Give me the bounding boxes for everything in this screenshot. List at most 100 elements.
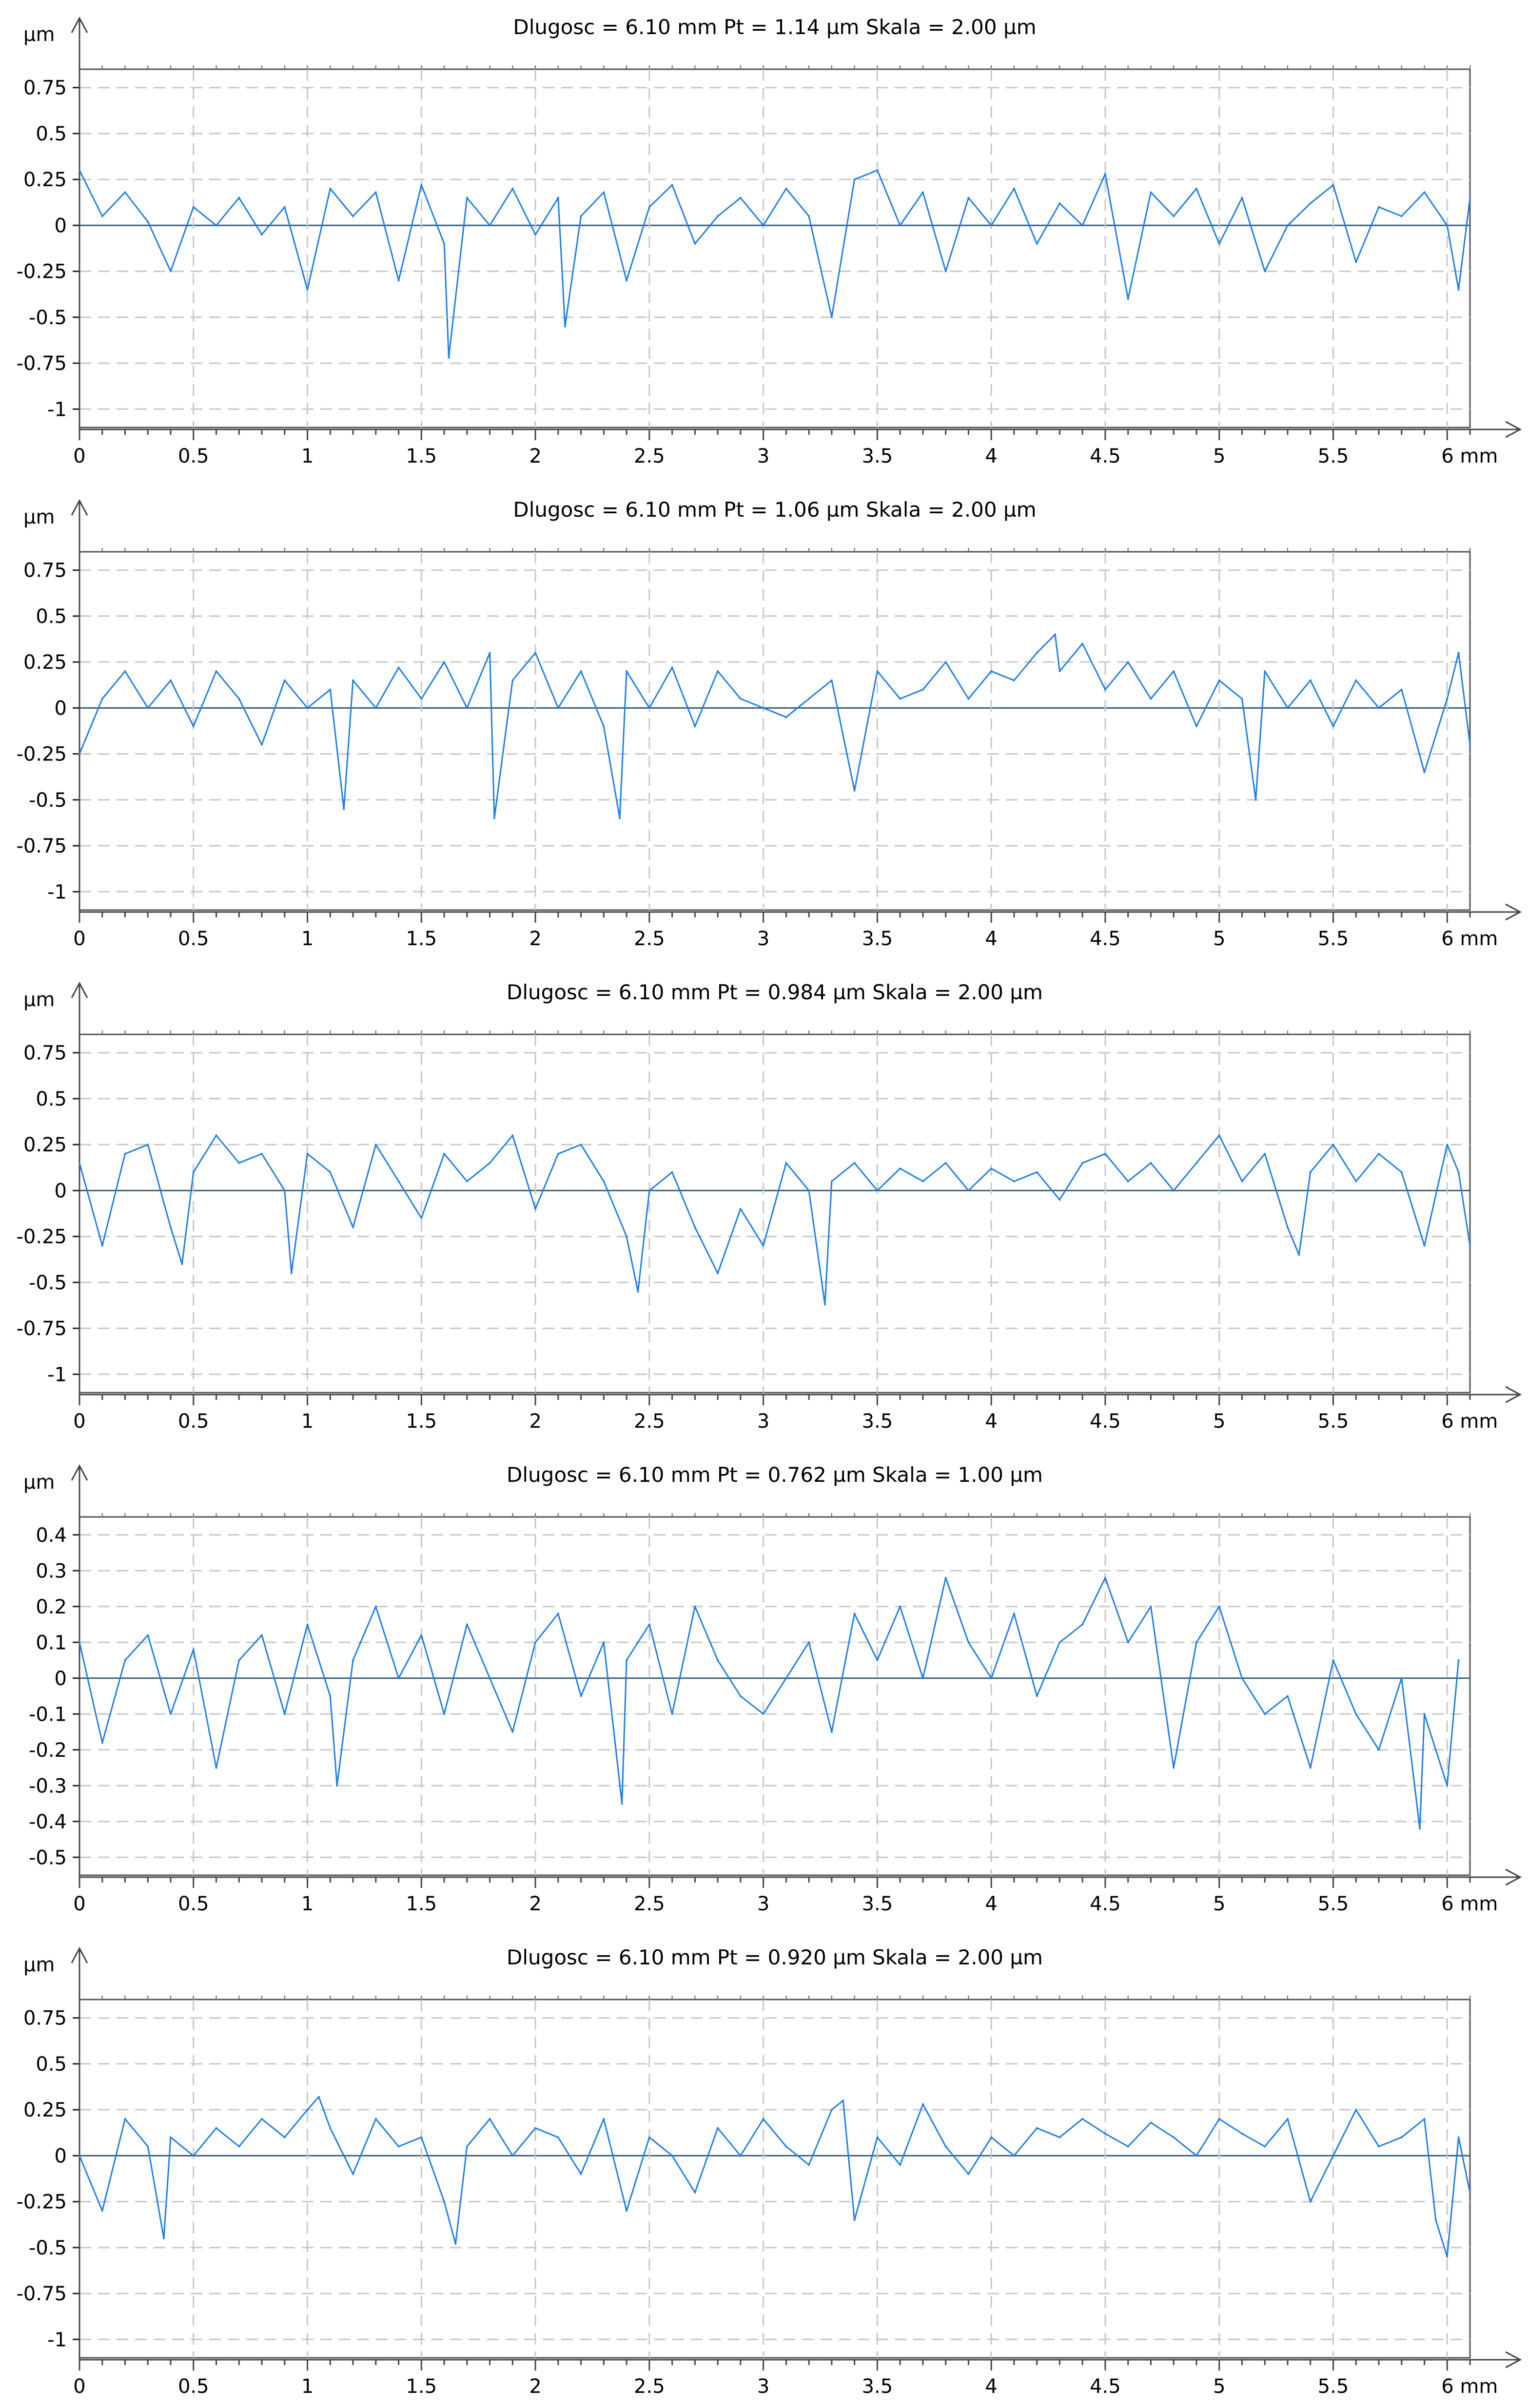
profile-point xyxy=(466,707,468,709)
profile-point xyxy=(1287,707,1289,709)
profile-point xyxy=(785,1677,787,1679)
profile-point xyxy=(1104,173,1106,175)
x-tick-label: 1.5 xyxy=(406,445,437,467)
profile-point xyxy=(1400,688,1403,691)
profile-point xyxy=(1173,215,1175,217)
profile-point xyxy=(1058,670,1061,672)
chart-panel-2: 0.75 0.5 0.25 0 -0.25 -0.5 -0.75 -1 0 0.5 1 1.5 2 2.5… xyxy=(17,498,1522,950)
profile-point xyxy=(1264,270,1266,272)
profile-point xyxy=(694,725,696,728)
profile-point xyxy=(1058,1641,1061,1644)
profile-point xyxy=(124,670,126,672)
y-tick-label: -0.2 xyxy=(29,1739,67,1762)
profile-point xyxy=(1150,1605,1152,1608)
profile-point xyxy=(352,2173,354,2175)
y-tick-label: -0.25 xyxy=(17,261,67,283)
profile-point xyxy=(626,279,628,282)
plot-frame xyxy=(78,68,1471,428)
profile-point xyxy=(1195,2155,1197,2157)
profile-point xyxy=(603,2118,605,2120)
profile-point xyxy=(1218,243,1220,245)
profile-point xyxy=(1173,1189,1175,1192)
y-axis-arrow xyxy=(71,499,88,516)
profile-point xyxy=(511,1731,514,1733)
x-tick-label: 3.5 xyxy=(862,1893,893,1915)
y-axis-unit: µm xyxy=(23,506,55,528)
y-tick-label: 0 xyxy=(55,1668,67,1690)
profile-point xyxy=(443,243,446,245)
profile-point xyxy=(830,679,833,681)
profile-point xyxy=(1287,224,1289,227)
profile-point xyxy=(1400,215,1403,217)
x-tick-label: 2 xyxy=(529,445,541,467)
profile-point xyxy=(1400,1677,1403,1679)
profile-point xyxy=(626,1235,628,1238)
profile-point xyxy=(808,698,810,700)
y-tick-label: 0.25 xyxy=(23,1134,67,1156)
profile-point xyxy=(101,1244,103,1247)
profile-point xyxy=(420,698,423,700)
profile-point xyxy=(489,2118,491,2120)
profile-point xyxy=(1309,202,1312,205)
y-tick-label: -0.5 xyxy=(29,789,67,812)
profile-point xyxy=(1127,298,1129,300)
profile-point xyxy=(1218,2118,1220,2120)
profile-point xyxy=(443,661,446,663)
profile-point xyxy=(580,2173,582,2175)
y-tick-label: -0.5 xyxy=(29,2237,67,2259)
profile-point xyxy=(534,1641,537,1644)
profile-point xyxy=(1081,2118,1084,2120)
profile-series-line xyxy=(78,169,1471,359)
profile-point xyxy=(466,1180,468,1183)
profile-point xyxy=(671,1171,673,1173)
x-tick-label: 5 xyxy=(1213,928,1225,950)
profile-point xyxy=(329,2127,332,2129)
profile-point xyxy=(1013,2155,1015,2157)
y-tick-label: 0 xyxy=(55,697,67,719)
y-axis-arrow xyxy=(71,16,88,33)
x-tick-label: 0 xyxy=(73,1893,85,1915)
profile-point xyxy=(1378,707,1380,709)
profile-point xyxy=(534,1208,537,1210)
profile-point xyxy=(1127,661,1129,663)
profile-point xyxy=(101,1742,103,1744)
profile-point xyxy=(1446,2255,1449,2258)
y-tick-label: 0.25 xyxy=(23,651,67,674)
profile-point xyxy=(1013,1612,1015,1615)
profile-point xyxy=(1173,2136,1175,2138)
profile-point xyxy=(944,1576,947,1579)
profile-point xyxy=(420,1634,423,1636)
y-tick-label: 0.3 xyxy=(36,1560,67,1582)
profile-point xyxy=(1264,1153,1266,1155)
profile-point xyxy=(329,188,332,190)
profile-point xyxy=(671,1713,673,1715)
profile-point xyxy=(238,1659,240,1661)
profile-point xyxy=(1254,798,1257,801)
profile-point xyxy=(397,1677,400,1679)
profile-point xyxy=(290,1272,293,1274)
profile-point xyxy=(944,2145,947,2148)
x-tick-label: 4 xyxy=(985,1893,997,1915)
profile-point xyxy=(101,2210,103,2212)
x-tick-label: 6 mm xyxy=(1441,928,1498,950)
x-tick-label: 3 xyxy=(757,1893,769,1915)
profile-point xyxy=(1218,1605,1220,1608)
profile-point xyxy=(343,808,345,810)
y-tick-label: 0.5 xyxy=(36,1088,67,1110)
profile-point xyxy=(899,1167,901,1170)
profile-point xyxy=(238,2145,240,2148)
profile-point xyxy=(534,233,537,236)
profile-point xyxy=(1355,679,1357,681)
y-tick-label: 0 xyxy=(55,1180,67,1202)
profile-point xyxy=(785,2145,787,2148)
profile-point xyxy=(1378,206,1380,208)
profile-point xyxy=(1195,1162,1197,1164)
profile-point xyxy=(990,670,993,672)
profile-point xyxy=(694,1605,696,1608)
x-tick-label: 1 xyxy=(301,928,313,950)
profile-point xyxy=(1173,670,1175,672)
y-axis-unit: µm xyxy=(23,1471,55,1494)
profile-point xyxy=(1195,188,1197,190)
profile-point xyxy=(739,1695,742,1697)
